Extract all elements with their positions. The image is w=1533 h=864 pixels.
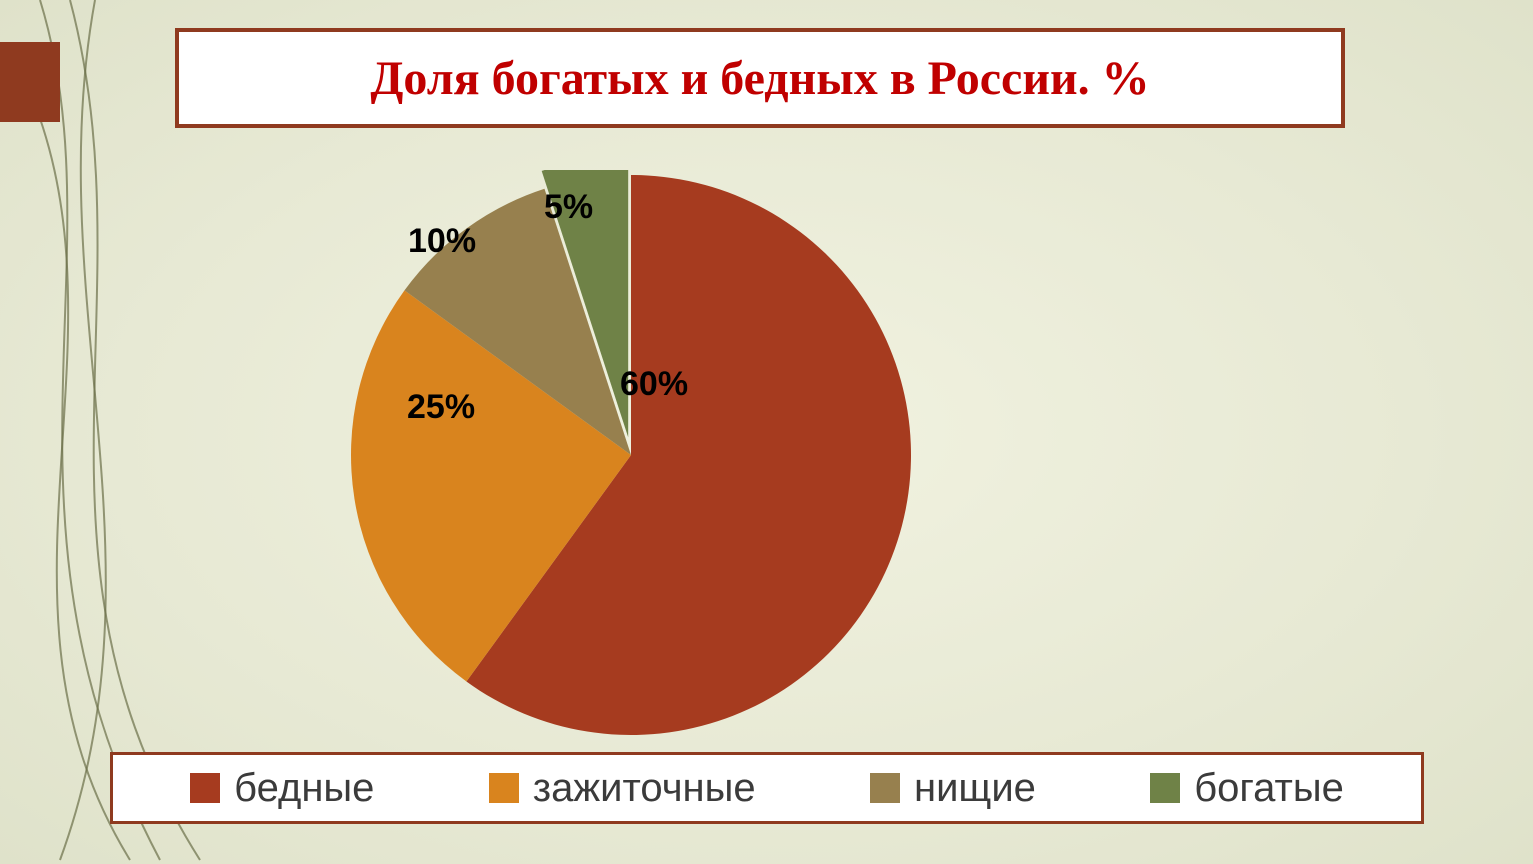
chart-title: Доля богатых и бедных в России. %	[370, 51, 1149, 106]
pie-data-label: 25%	[407, 388, 475, 427]
legend: бедные зажиточные нищие богатые	[110, 752, 1424, 824]
legend-swatch	[1150, 773, 1180, 803]
legend-swatch	[190, 773, 220, 803]
pie-data-label: 10%	[408, 222, 476, 261]
legend-item: зажиточные	[489, 766, 756, 811]
legend-swatch	[489, 773, 519, 803]
title-box: Доля богатых и бедных в России. %	[175, 28, 1345, 128]
pie-data-label: 5%	[544, 188, 593, 227]
legend-label: нищие	[914, 766, 1036, 811]
legend-item: богатые	[1150, 766, 1344, 811]
decor-lines	[0, 0, 400, 864]
decor-corner-block	[0, 42, 60, 122]
legend-label: зажиточные	[533, 766, 756, 811]
pie-data-label: 60%	[620, 365, 688, 404]
legend-item: бедные	[190, 766, 374, 811]
legend-swatch	[870, 773, 900, 803]
legend-label: богатые	[1194, 766, 1344, 811]
legend-label: бедные	[234, 766, 374, 811]
legend-item: нищие	[870, 766, 1036, 811]
